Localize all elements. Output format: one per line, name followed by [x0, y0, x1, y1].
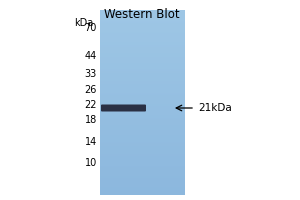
- Text: 44: 44: [85, 51, 97, 61]
- Text: 21kDa: 21kDa: [198, 103, 232, 113]
- FancyBboxPatch shape: [101, 104, 146, 112]
- Text: 70: 70: [85, 23, 97, 33]
- Text: kDa: kDa: [74, 18, 93, 28]
- Text: 14: 14: [85, 137, 97, 147]
- Text: 10: 10: [85, 158, 97, 168]
- Text: 26: 26: [85, 85, 97, 95]
- Text: 18: 18: [85, 115, 97, 125]
- Text: 33: 33: [85, 69, 97, 79]
- Text: 22: 22: [85, 100, 97, 110]
- Text: Western Blot: Western Blot: [104, 8, 180, 21]
